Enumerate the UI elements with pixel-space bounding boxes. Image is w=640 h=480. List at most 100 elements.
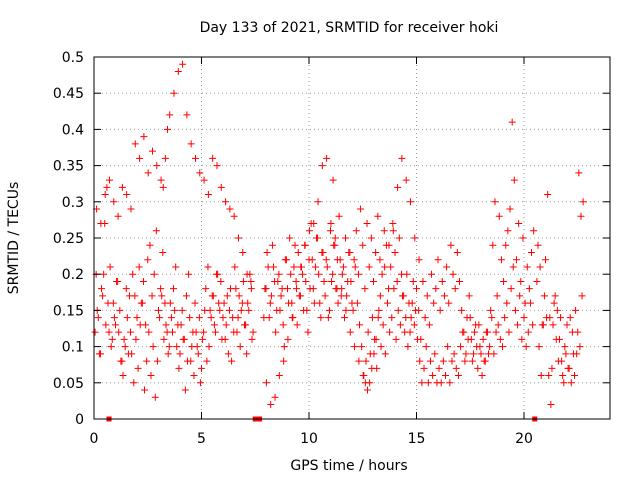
data-point — [422, 343, 430, 351]
data-point — [560, 379, 568, 387]
data-point — [321, 292, 329, 300]
data-point — [91, 328, 99, 336]
data-point — [105, 176, 113, 184]
data-point — [547, 401, 555, 409]
data-point — [165, 343, 173, 351]
data-point — [174, 67, 182, 75]
data-point — [151, 393, 159, 401]
data-point — [164, 125, 172, 133]
data-point — [572, 306, 580, 314]
data-point — [280, 343, 288, 351]
data-point — [243, 350, 251, 358]
data-point — [106, 263, 114, 271]
data-point — [233, 328, 241, 336]
data-point — [418, 379, 426, 387]
data-point — [509, 263, 517, 271]
data-point — [148, 292, 156, 300]
data-point — [421, 314, 429, 322]
y-tick-label: 0.45 — [53, 86, 84, 102]
data-point — [105, 328, 113, 336]
data-point — [496, 335, 504, 343]
data-point — [181, 386, 189, 394]
data-point — [522, 343, 530, 351]
data-point — [507, 285, 515, 293]
data-point — [511, 306, 519, 314]
data-point — [223, 292, 231, 300]
data-point — [222, 321, 230, 329]
data-point — [214, 270, 222, 278]
data-point — [293, 285, 301, 293]
y-tick-label: 0.25 — [53, 231, 84, 247]
data-point — [168, 328, 176, 336]
data-point — [310, 299, 318, 307]
data-point — [220, 299, 228, 307]
data-point — [411, 234, 419, 242]
data-point — [134, 364, 142, 372]
data-point — [389, 220, 397, 228]
data-point — [465, 292, 473, 300]
data-point — [107, 343, 115, 351]
data-point — [245, 306, 253, 314]
data-point — [487, 306, 495, 314]
axis-ticks: 0 0.05 0.1 0.15 0.2 0.25 0.3 0.35 0.4 0.45 0.5 0 5 10… — [53, 50, 610, 447]
data-point — [518, 335, 526, 343]
data-point — [352, 227, 360, 235]
data-point — [456, 277, 463, 285]
data-point — [368, 364, 376, 372]
data-point — [413, 285, 420, 293]
data-point — [130, 379, 138, 387]
data-point — [351, 343, 359, 351]
data-points — [91, 60, 587, 409]
data-point — [155, 306, 162, 314]
data-point — [327, 227, 334, 235]
data-point — [128, 350, 136, 358]
data-point — [127, 205, 135, 213]
data-point — [207, 314, 215, 322]
data-point — [152, 227, 160, 235]
data-point — [177, 321, 185, 329]
data-point — [138, 299, 146, 307]
data-point — [328, 277, 336, 285]
data-point — [117, 357, 125, 365]
data-point — [183, 111, 191, 119]
data-point — [447, 241, 455, 249]
data-point — [199, 335, 207, 343]
data-point — [416, 357, 424, 365]
data-point — [167, 314, 175, 322]
data-point — [123, 191, 131, 199]
data-point — [396, 321, 404, 329]
data-point — [144, 256, 152, 264]
data-point — [127, 328, 135, 336]
data-point — [278, 285, 286, 293]
data-point — [468, 357, 476, 365]
data-point — [444, 343, 452, 351]
data-point — [114, 212, 122, 220]
data-point — [205, 343, 213, 351]
data-point — [411, 306, 419, 314]
data-point — [356, 321, 364, 329]
data-point — [267, 401, 275, 409]
data-point — [266, 299, 274, 307]
data-point — [521, 299, 529, 307]
data-point — [419, 277, 427, 285]
data-point — [472, 321, 480, 329]
data-point — [270, 263, 278, 271]
data-point — [557, 314, 565, 322]
data-point — [292, 277, 300, 285]
data-point — [310, 220, 318, 228]
data-point — [524, 328, 532, 336]
data-point — [529, 321, 537, 329]
data-point — [508, 118, 516, 126]
data-point — [563, 321, 571, 329]
data-point — [542, 256, 549, 264]
data-point — [575, 169, 583, 177]
data-point — [198, 364, 205, 372]
data-point — [342, 234, 350, 242]
data-point — [320, 277, 328, 285]
data-point — [477, 350, 485, 358]
data-point — [314, 198, 322, 206]
data-point — [224, 350, 232, 358]
y-tick-label: 0.05 — [53, 376, 84, 392]
data-point — [430, 299, 438, 307]
data-point — [315, 270, 323, 278]
